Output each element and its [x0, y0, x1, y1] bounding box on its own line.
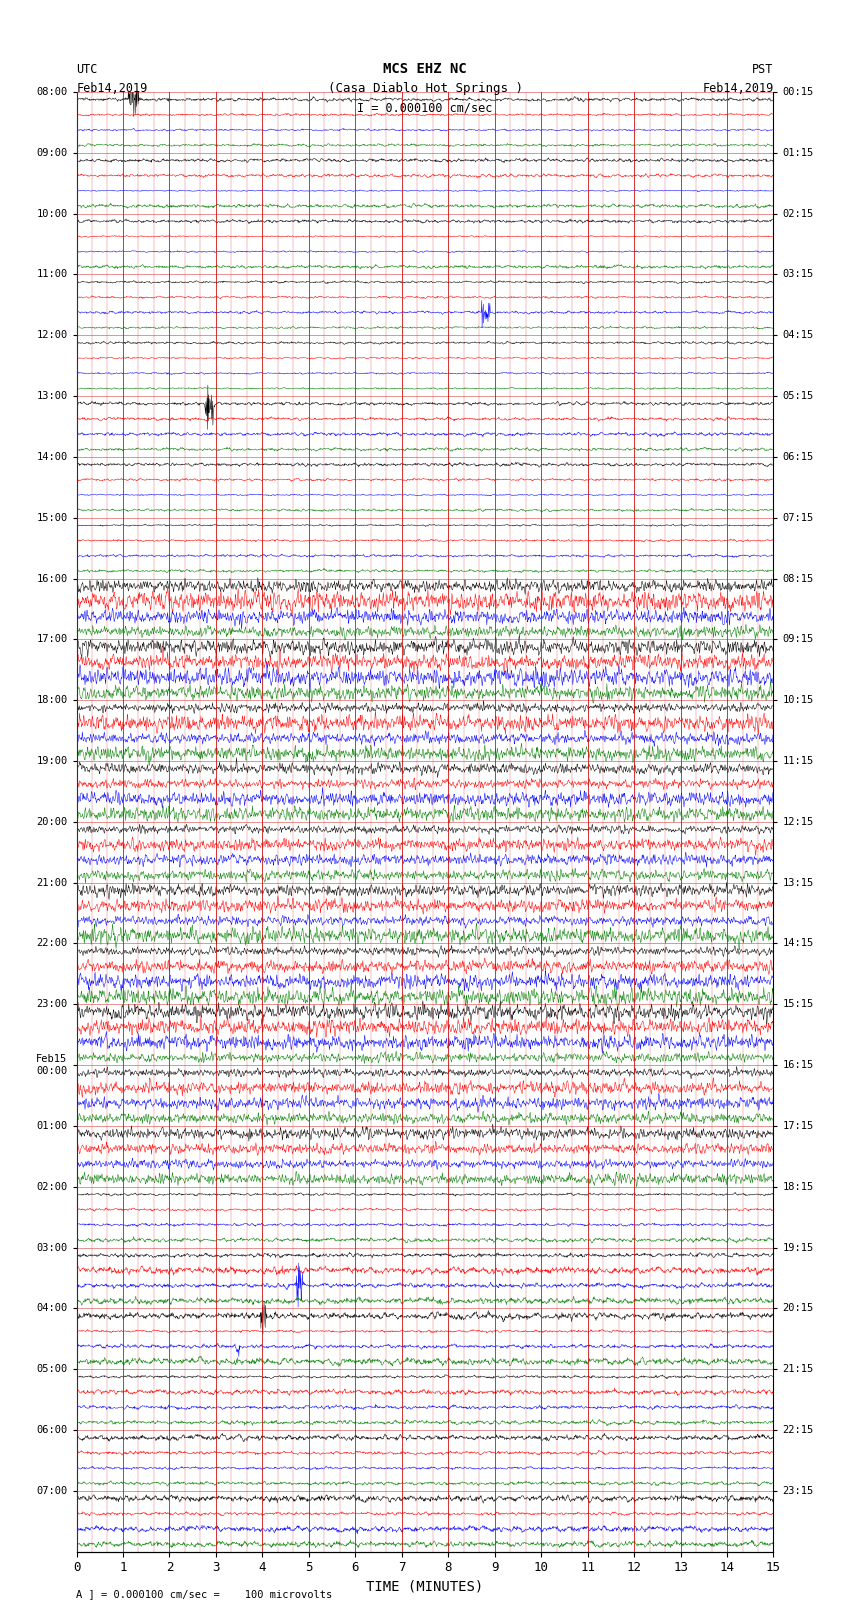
Text: Feb14,2019: Feb14,2019: [76, 82, 148, 95]
X-axis label: TIME (MINUTES): TIME (MINUTES): [366, 1581, 484, 1594]
Text: I = 0.000100 cm/sec: I = 0.000100 cm/sec: [357, 102, 493, 115]
Text: PST: PST: [752, 63, 774, 76]
Text: A ] = 0.000100 cm/sec =    100 microvolts: A ] = 0.000100 cm/sec = 100 microvolts: [76, 1589, 332, 1598]
Text: UTC: UTC: [76, 63, 98, 76]
Text: MCS EHZ NC: MCS EHZ NC: [383, 63, 467, 76]
Text: Feb14,2019: Feb14,2019: [702, 82, 774, 95]
Text: (Casa Diablo Hot Springs ): (Casa Diablo Hot Springs ): [327, 82, 523, 95]
